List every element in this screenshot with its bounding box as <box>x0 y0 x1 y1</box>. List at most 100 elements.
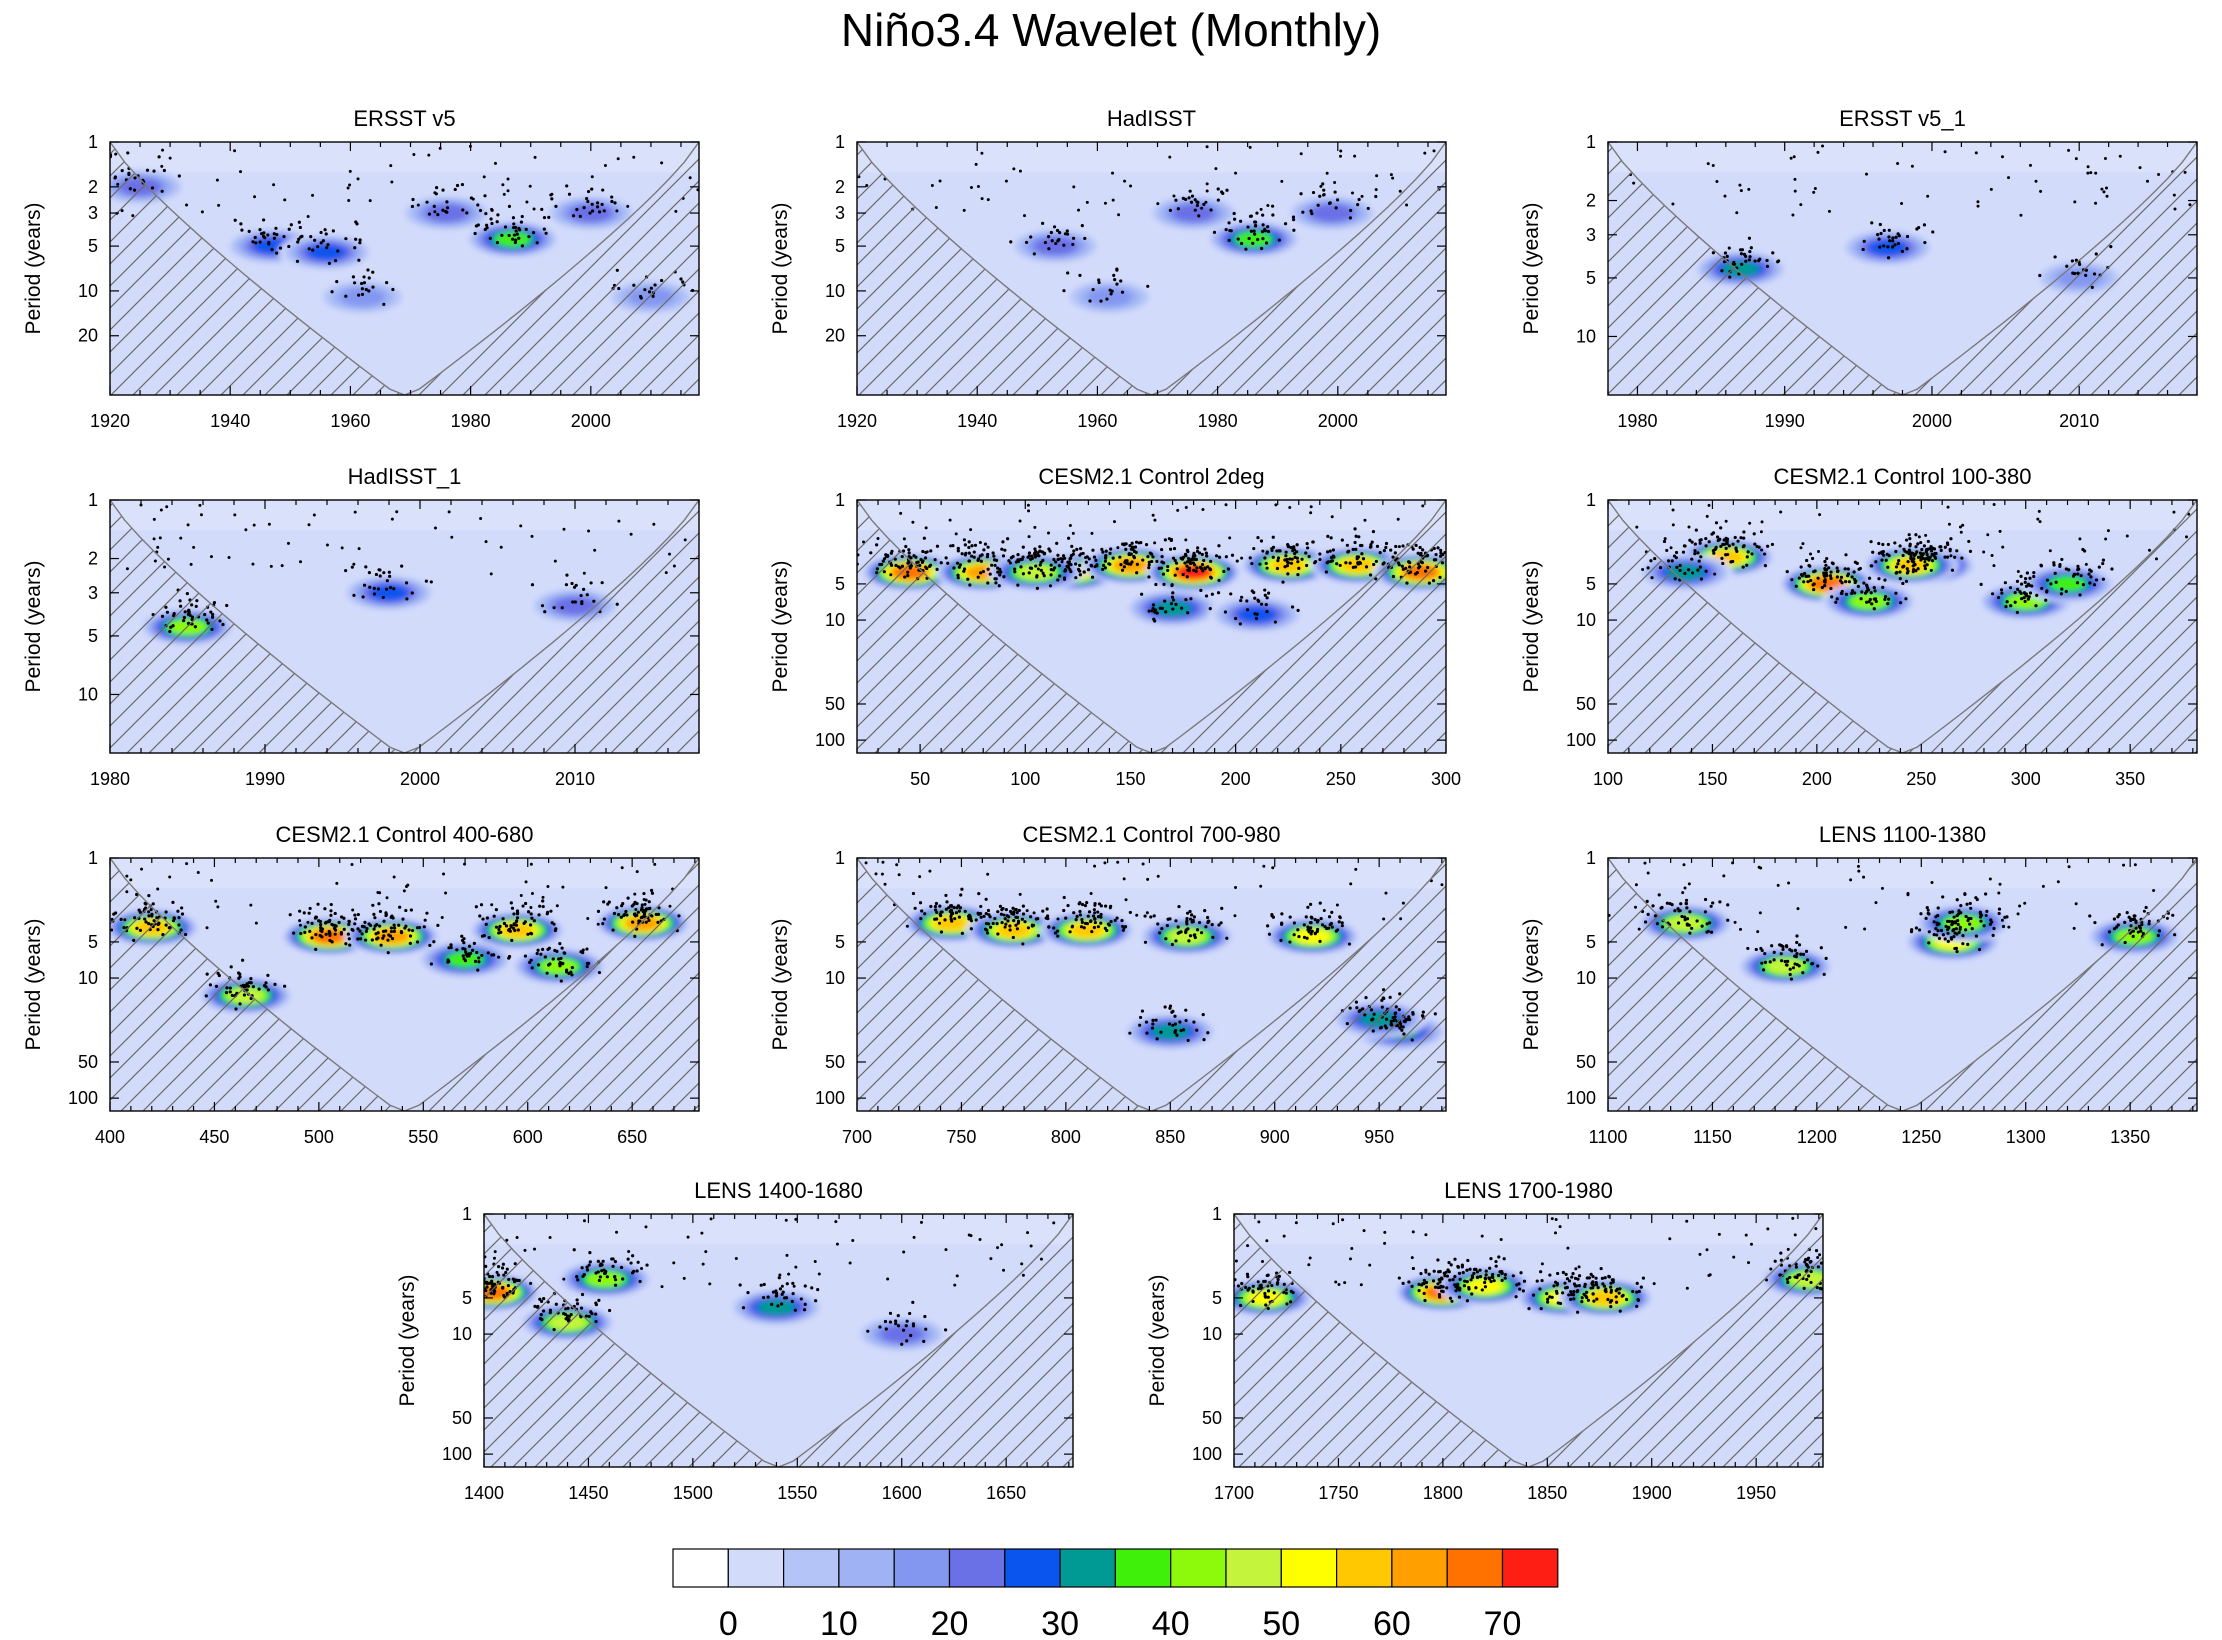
x-tick-label: 950 <box>1364 1127 1394 1147</box>
plot-frame <box>856 141 1447 396</box>
colorbar-box <box>1225 1548 1282 1588</box>
y-tick-label: 5 <box>88 236 98 256</box>
colorbar-label: 50 <box>1262 1605 1300 1640</box>
x-tick-label: 1950 <box>1736 1483 1776 1503</box>
x-tick-label: 1980 <box>1198 411 1238 431</box>
x-tick-label: 2000 <box>1318 411 1358 431</box>
y-tick-label: 20 <box>78 326 98 346</box>
x-tick-label: 1850 <box>1527 1483 1567 1503</box>
y-tick-label: 10 <box>452 1324 472 1344</box>
y-tick-label: 5 <box>1586 268 1596 288</box>
short-period-band <box>110 142 699 173</box>
x-tick-label: 300 <box>2011 769 2041 789</box>
coi-curve <box>857 142 1446 395</box>
x-tick-label: 1700 <box>1214 1483 1254 1503</box>
power-peak <box>1283 194 1380 233</box>
y-tick-label: 5 <box>88 932 98 952</box>
x-tick-label: 2010 <box>2059 411 2099 431</box>
power-peak <box>1737 947 1834 986</box>
y-tick-label: 10 <box>1202 1324 1222 1344</box>
x-tick-label: 200 <box>1802 769 1832 789</box>
y-tick-label: 2 <box>88 177 98 197</box>
short-period-band <box>484 1214 1073 1245</box>
colorbar-label: 60 <box>1373 1605 1411 1640</box>
x-tick-label: 50 <box>910 769 930 789</box>
y-tick-label: 1 <box>1212 1204 1222 1224</box>
colorbar-label: 70 <box>1484 1605 1522 1640</box>
panel-lens-1100-1380: LENS 1100-1380 1100 1150 1200 1250 1300 1350 1 5… <box>1520 822 2198 1147</box>
x-tick-label: 1200 <box>1797 1127 1837 1147</box>
plot-frame <box>1607 499 2198 754</box>
colorbar-box <box>1114 1548 1172 1588</box>
y-tick-label: 10 <box>1576 968 1596 988</box>
colorbar-label: 30 <box>1041 1605 1079 1640</box>
x-tick-label: 400 <box>95 1127 125 1147</box>
y-axis-label: Period (years) <box>1520 203 1543 335</box>
x-tick-label: 600 <box>513 1127 543 1147</box>
y-tick-label: 100 <box>815 730 845 750</box>
y-tick-label: 5 <box>835 932 845 952</box>
colorbar-box <box>1446 1548 1504 1588</box>
y-tick-label: 50 <box>78 1052 98 1072</box>
panel-ersst-v5: ERSST v5 1920 1940 1960 1980 2000 1 2 3 5 10 20 Peri… <box>22 106 700 431</box>
x-tick-label: 250 <box>1906 769 1936 789</box>
cone-of-influence <box>484 1214 1073 1467</box>
y-tick-label: 2 <box>1586 191 1596 211</box>
y-axis-label: Period (years) <box>1146 1275 1169 1407</box>
y-tick-label: 10 <box>78 684 98 704</box>
x-tick-label: 1800 <box>1423 1483 1463 1503</box>
y-tick-label: 10 <box>1576 610 1596 630</box>
x-tick-label: 1750 <box>1318 1483 1358 1503</box>
short-period-band <box>110 858 699 889</box>
panel-title: ERSST v5_1 <box>1839 106 1966 131</box>
x-tick-label: 250 <box>1326 769 1356 789</box>
y-tick-label: 3 <box>88 203 98 223</box>
x-tick-label: 1920 <box>90 411 130 431</box>
coi-curve <box>1608 142 2197 395</box>
coi-curve <box>484 1214 1073 1467</box>
x-tick-label: 900 <box>1260 1127 1290 1147</box>
panel-title: LENS 1400-1680 <box>694 1178 863 1203</box>
y-tick-label: 1 <box>1586 490 1596 510</box>
y-tick-label: 50 <box>1202 1408 1222 1428</box>
x-tick-label: 1100 <box>1589 1127 1628 1147</box>
coi-curve <box>110 500 699 753</box>
colorbar-box <box>1059 1548 1116 1588</box>
y-tick-label: 10 <box>1576 326 1596 346</box>
colorbar-box <box>672 1548 729 1588</box>
coi-curve <box>857 858 1446 1111</box>
power-peak <box>987 553 1084 592</box>
cone-of-influence <box>857 500 1446 753</box>
power-peak <box>1007 227 1104 266</box>
power-peak <box>278 233 375 272</box>
power-peak <box>853 1315 950 1354</box>
short-period-band <box>857 142 1446 173</box>
x-tick-label: 500 <box>304 1127 334 1147</box>
x-tick-label: 1940 <box>210 411 250 431</box>
y-tick-label: 100 <box>1566 1088 1596 1108</box>
colorbar-box <box>893 1548 951 1588</box>
significance-dots <box>1608 861 2177 981</box>
y-tick-label: 1 <box>1586 132 1596 152</box>
coi-curve <box>1608 858 2197 1111</box>
x-tick-label: 700 <box>842 1127 872 1147</box>
y-tick-label: 1 <box>835 132 845 152</box>
x-tick-label: 1920 <box>837 411 877 431</box>
coi-curve <box>1608 500 2197 753</box>
x-tick-label: 1940 <box>957 411 997 431</box>
y-tick-label: 100 <box>1566 730 1596 750</box>
power-peak <box>1122 1012 1219 1051</box>
panel-lens-1700-1980: LENS 1700-1980 1700 1750 1800 1850 1900 1950 1 5… <box>1146 1178 1824 1503</box>
short-period-band <box>857 858 1446 889</box>
colorbar-box <box>1501 1548 1559 1588</box>
power-peak <box>1557 1278 1654 1317</box>
short-period-band <box>1608 142 2197 173</box>
y-axis-label: Period (years) <box>769 203 792 335</box>
y-tick-label: 10 <box>825 968 845 988</box>
panel-hadisst-1: HadISST_1 1980 1990 2000 2010 1 2 3 5 10 Period (y… <box>22 464 700 789</box>
colorbar-box <box>782 1548 840 1588</box>
panel-title: CESM2.1 Control 400-680 <box>275 822 533 847</box>
